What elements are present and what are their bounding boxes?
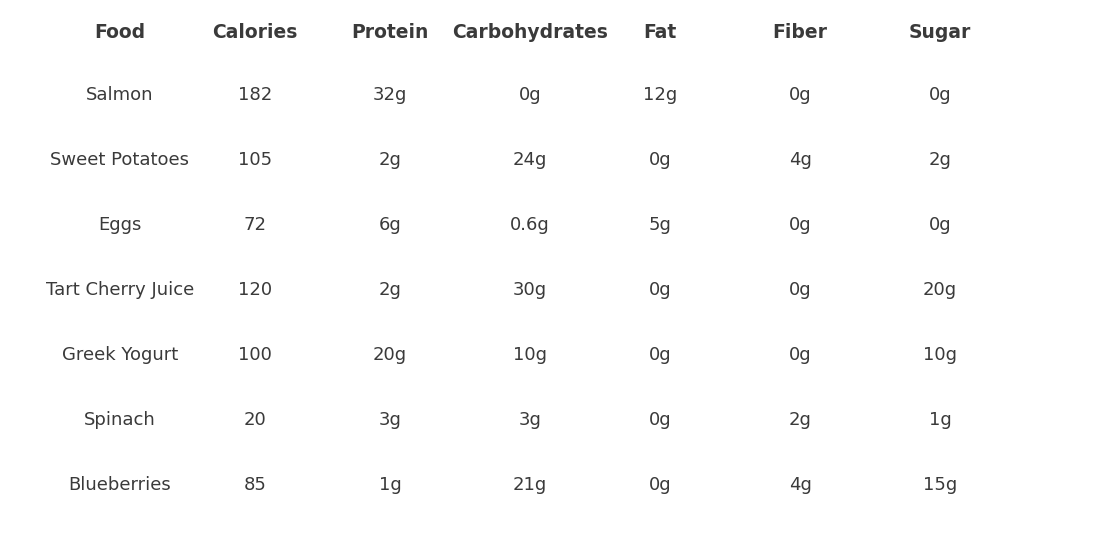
Text: 10g: 10g bbox=[923, 346, 957, 364]
Text: 1g: 1g bbox=[378, 476, 402, 494]
Text: 0g: 0g bbox=[789, 346, 812, 364]
Text: 0g: 0g bbox=[928, 216, 952, 234]
Text: Tart Cherry Juice: Tart Cherry Juice bbox=[46, 281, 194, 299]
Text: Blueberries: Blueberries bbox=[68, 476, 172, 494]
Text: 72: 72 bbox=[243, 216, 266, 234]
Text: Fat: Fat bbox=[644, 22, 676, 41]
Text: 0g: 0g bbox=[789, 281, 812, 299]
Text: 0g: 0g bbox=[519, 86, 541, 104]
Text: 6g: 6g bbox=[378, 216, 402, 234]
Text: 20g: 20g bbox=[923, 281, 957, 299]
Text: 3g: 3g bbox=[378, 411, 402, 429]
Text: 105: 105 bbox=[238, 151, 272, 169]
Text: 20g: 20g bbox=[373, 346, 407, 364]
Text: 4g: 4g bbox=[789, 151, 812, 169]
Text: 2g: 2g bbox=[378, 281, 402, 299]
Text: 85: 85 bbox=[243, 476, 266, 494]
Text: Food: Food bbox=[95, 22, 145, 41]
Text: Spinach: Spinach bbox=[84, 411, 156, 429]
Text: 0g: 0g bbox=[928, 86, 952, 104]
Text: Sweet Potatoes: Sweet Potatoes bbox=[51, 151, 189, 169]
Text: 12g: 12g bbox=[642, 86, 678, 104]
Text: 0g: 0g bbox=[649, 151, 671, 169]
Text: 120: 120 bbox=[238, 281, 272, 299]
Text: Fiber: Fiber bbox=[772, 22, 827, 41]
Text: 2g: 2g bbox=[789, 411, 812, 429]
Text: 0g: 0g bbox=[789, 216, 812, 234]
Text: 0.6g: 0.6g bbox=[510, 216, 550, 234]
Text: 24g: 24g bbox=[513, 151, 547, 169]
Text: Greek Yogurt: Greek Yogurt bbox=[62, 346, 178, 364]
Text: 182: 182 bbox=[238, 86, 272, 104]
Text: 2g: 2g bbox=[378, 151, 402, 169]
Text: 3g: 3g bbox=[518, 411, 541, 429]
Text: 15g: 15g bbox=[923, 476, 957, 494]
Text: Calories: Calories bbox=[212, 22, 298, 41]
Text: 100: 100 bbox=[238, 346, 272, 364]
Text: 20: 20 bbox=[243, 411, 266, 429]
Text: 5g: 5g bbox=[649, 216, 671, 234]
Text: Sugar: Sugar bbox=[909, 22, 971, 41]
Text: 4g: 4g bbox=[789, 476, 812, 494]
Text: Carbohydrates: Carbohydrates bbox=[452, 22, 608, 41]
Text: 10g: 10g bbox=[513, 346, 547, 364]
Text: 1g: 1g bbox=[928, 411, 952, 429]
Text: Salmon: Salmon bbox=[86, 86, 154, 104]
Text: 0g: 0g bbox=[649, 346, 671, 364]
Text: 21g: 21g bbox=[513, 476, 547, 494]
Text: Protein: Protein bbox=[351, 22, 429, 41]
Text: 30g: 30g bbox=[513, 281, 547, 299]
Text: 0g: 0g bbox=[649, 411, 671, 429]
Text: 2g: 2g bbox=[928, 151, 952, 169]
Text: 0g: 0g bbox=[649, 281, 671, 299]
Text: 32g: 32g bbox=[373, 86, 407, 104]
Text: 0g: 0g bbox=[649, 476, 671, 494]
Text: Eggs: Eggs bbox=[98, 216, 142, 234]
Text: 0g: 0g bbox=[789, 86, 812, 104]
